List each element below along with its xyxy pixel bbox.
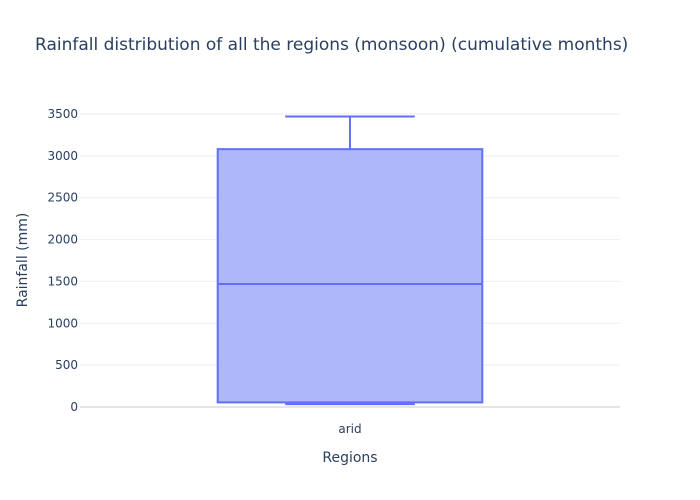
x-axis-title: Regions — [322, 450, 377, 466]
y-tick-labels: 0 500 1000 1500 2000 2500 3000 3500 — [47, 107, 78, 414]
y-tick-label: 2500 — [47, 191, 78, 205]
y-tick-label: 3000 — [47, 149, 78, 163]
x-tick-label: arid — [338, 422, 361, 436]
y-tick-label: 0 — [70, 400, 78, 414]
iqr-box — [216, 148, 484, 404]
y-tick-label: 1500 — [47, 274, 78, 288]
box-plot-area — [216, 115, 484, 406]
y-tick-label: 1000 — [47, 316, 78, 330]
y-tick-label: 3500 — [47, 107, 78, 121]
y-axis-title: Rainfall (mm) — [15, 213, 31, 308]
chart-title: Rainfall distribution of all the regions… — [35, 35, 628, 55]
y-tick-label: 500 — [55, 358, 78, 372]
x-tick-labels: arid — [338, 422, 361, 436]
y-tick-label: 2000 — [47, 233, 78, 247]
